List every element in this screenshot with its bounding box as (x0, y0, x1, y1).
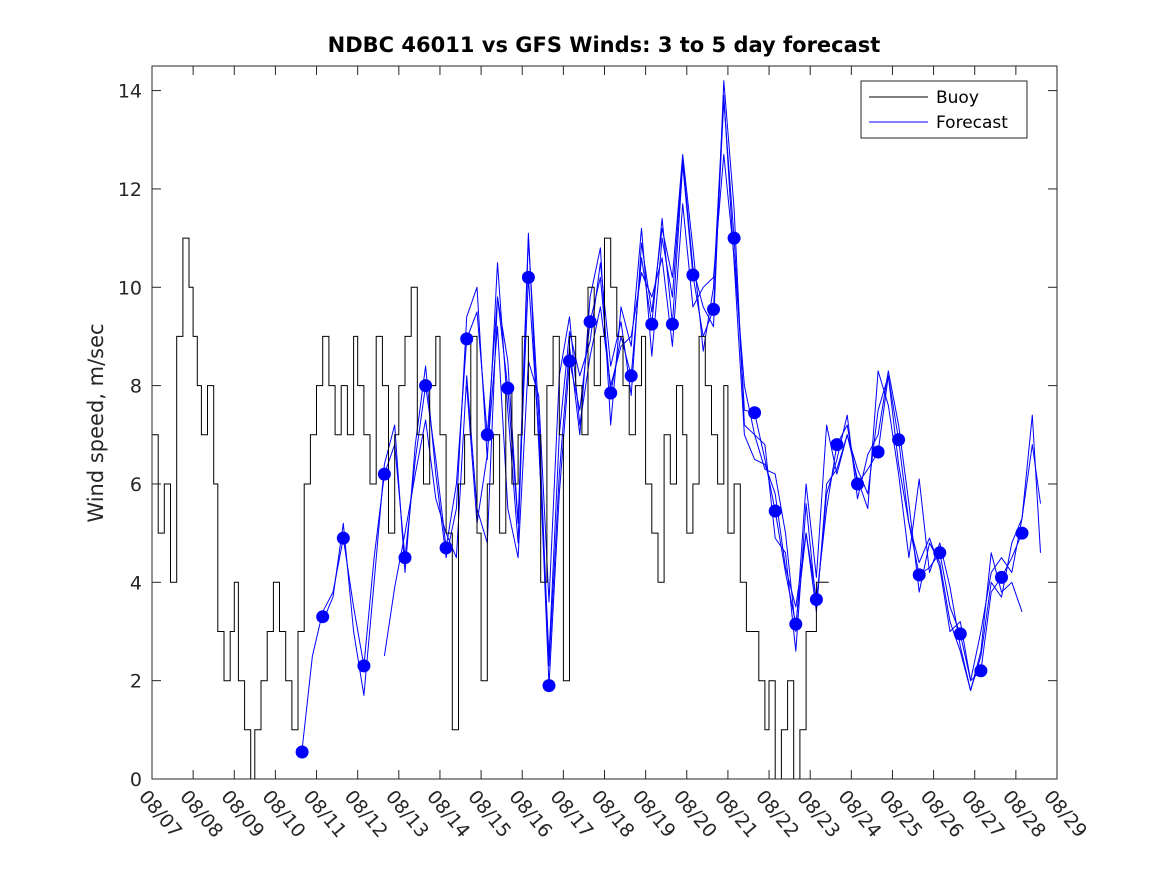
y-tick-label: 14 (118, 81, 142, 103)
legend: Buoy Forecast (860, 80, 1028, 139)
legend-box (860, 80, 1028, 139)
forecast-line-1 (301, 99, 1023, 750)
forecast-marker (316, 610, 330, 624)
forecast-marker (1015, 526, 1029, 540)
forecast-marker (439, 541, 453, 555)
forecast-marker (995, 570, 1008, 584)
forecast-marker (768, 504, 782, 518)
forecast-marker (521, 270, 535, 284)
legend-forecast-label: Forecast (936, 113, 1008, 133)
forecast-marker (974, 664, 988, 678)
forecast-marker (933, 546, 947, 560)
forecast-marker (563, 354, 576, 368)
forecast-marker (686, 268, 700, 282)
forecast-marker (809, 593, 823, 606)
forecast-marker (336, 531, 350, 545)
y-tick-label: 2 (130, 671, 142, 693)
forecast-marker (953, 627, 967, 641)
forecast-marker (789, 617, 803, 631)
forecast-marker (295, 745, 309, 759)
plot-area (152, 66, 1057, 779)
forecast-marker (892, 433, 906, 447)
y-tick-label: 4 (130, 572, 142, 594)
forecast-marker (727, 231, 741, 245)
forecast-marker (357, 659, 371, 673)
forecast-marker (501, 381, 515, 395)
forecast-marker (830, 438, 844, 452)
forecast-marker (480, 428, 494, 442)
forecast-marker (377, 467, 391, 481)
forecast-line-3 (383, 95, 1041, 682)
forecast-markers (295, 231, 1029, 759)
legend-buoy-label: Buoy (936, 88, 979, 108)
y-tick-label: 6 (130, 474, 142, 496)
forecast-marker (748, 406, 762, 420)
axis-ticks (151, 66, 1058, 780)
y-tick-label: 12 (118, 179, 142, 201)
y-tick-label: 0 (130, 769, 142, 791)
buoy-line (152, 237, 829, 780)
forecast-marker (460, 332, 474, 346)
y-axis-label: Wind speed, m/sec (84, 323, 108, 522)
forecast-marker (871, 445, 885, 459)
forecast-marker (707, 302, 720, 316)
forecast-marker (624, 369, 638, 383)
forecast-marker (912, 568, 926, 582)
forecast-marker (604, 386, 618, 400)
forecast-marker (851, 477, 864, 491)
y-tick-label: 8 (130, 376, 142, 398)
forecast-marker (398, 551, 412, 565)
y-tick-label: 10 (118, 277, 142, 299)
forecast-marker (645, 317, 659, 331)
y-tick-labels: 0 2 4 6 8 10 12 14 (118, 81, 142, 791)
forecast-marker (419, 379, 433, 393)
chart-title: NDBC 46011 vs GFS Winds: 3 to 5 day fore… (328, 33, 881, 57)
forecast-marker (665, 317, 679, 331)
plot-frame (151, 65, 1058, 780)
forecast-marker (542, 679, 556, 693)
forecast-marker (583, 315, 597, 329)
